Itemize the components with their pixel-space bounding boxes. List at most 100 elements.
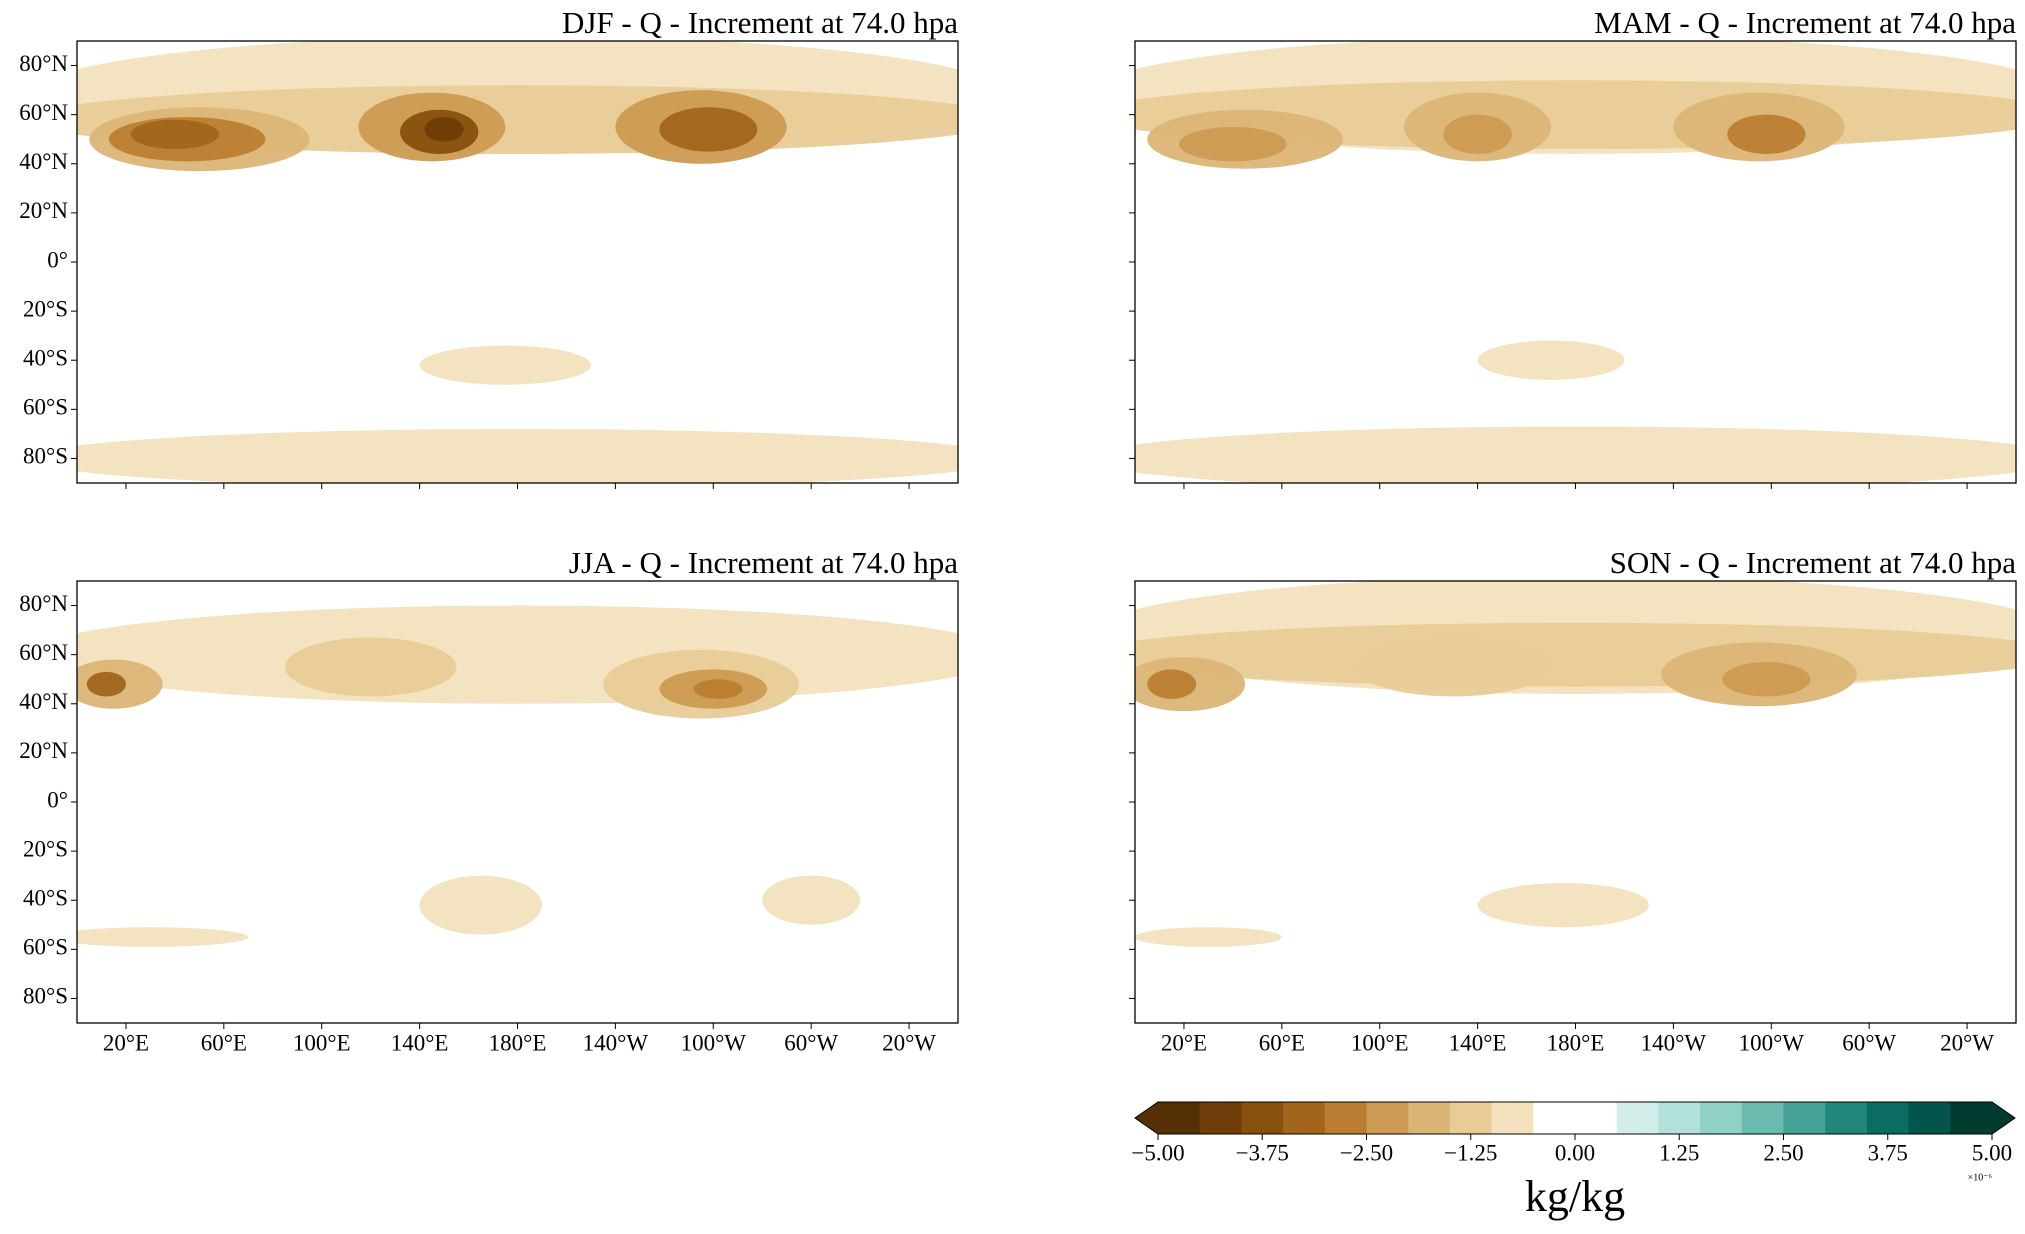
- x-tick-label: 20°E: [1161, 1030, 1207, 1055]
- panel-title: MAM - Q - Increment at 74.0 hpa: [1594, 5, 2016, 40]
- x-tick-label: 20°E: [103, 1030, 149, 1055]
- colorbar-tick-label: −5.00: [1131, 1140, 1184, 1165]
- colorbar-cell: [1741, 1102, 1784, 1134]
- colorbar-cell: [1533, 1102, 1576, 1134]
- shading: [77, 927, 249, 947]
- x-tick-label: 140°W: [1641, 1030, 1707, 1055]
- y-tick-label: 60°S: [23, 935, 68, 960]
- y-tick-label: 0°: [47, 247, 68, 272]
- shading: [1477, 883, 1649, 928]
- y-tick-label: 60°S: [23, 395, 68, 420]
- shading: [659, 107, 758, 152]
- y-tick-label: 60°N: [19, 100, 68, 125]
- panel-title: SON - Q - Increment at 74.0 hpa: [1610, 545, 2017, 580]
- colorbar-cell: [1449, 1102, 1493, 1134]
- x-tick-label: 60°E: [1259, 1030, 1305, 1055]
- colorbar-cell: [1908, 1102, 1951, 1134]
- y-tick-label: 80°N: [19, 51, 68, 76]
- y-tick-label: 40°S: [23, 346, 68, 371]
- shading: [130, 119, 219, 150]
- x-tick-label: 100°W: [681, 1030, 747, 1055]
- colorbar-tick-label: −2.50: [1340, 1140, 1393, 1165]
- colorbar-tick-label: 5.00: [1972, 1140, 2012, 1165]
- x-tick-label: 140°E: [1449, 1030, 1507, 1055]
- x-tick-label: 100°W: [1739, 1030, 1805, 1055]
- y-tick-label: 40°N: [19, 149, 68, 174]
- colorbar-cell: [1366, 1102, 1409, 1134]
- y-tick-label: 20°N: [19, 198, 68, 223]
- colorbar-cell: [1408, 1102, 1451, 1134]
- colorbar-cell: [1950, 1102, 1993, 1134]
- shading: [77, 605, 958, 704]
- colorbar-cell: [1575, 1102, 1618, 1134]
- map-field: [77, 581, 958, 1023]
- shading: [419, 345, 591, 385]
- y-tick-label: 80°N: [19, 591, 68, 616]
- y-tick-label: 20°N: [19, 738, 68, 763]
- x-tick-label: 60°W: [1842, 1030, 1896, 1055]
- colorbar-tick-label: −1.25: [1444, 1140, 1497, 1165]
- y-tick-label: 80°S: [23, 444, 68, 469]
- shading: [86, 671, 126, 697]
- x-tick-label: 180°E: [1547, 1030, 1605, 1055]
- x-tick-label: 140°E: [391, 1030, 449, 1055]
- shading: [424, 117, 464, 142]
- shading: [419, 875, 542, 935]
- x-tick-label: 140°W: [583, 1030, 649, 1055]
- y-tick-label: 40°S: [23, 886, 68, 911]
- shading: [1722, 662, 1811, 697]
- colorbar-tick-label: 3.75: [1868, 1140, 1908, 1165]
- panel-title: JJA - Q - Increment at 74.0 hpa: [569, 545, 958, 580]
- shading: [1443, 114, 1512, 154]
- x-tick-label: 100°E: [1351, 1030, 1409, 1055]
- x-tick-label: 20°W: [1940, 1030, 1994, 1055]
- panel-title: DJF - Q - Increment at 74.0 hpa: [562, 5, 958, 40]
- colorbar-cell: [1491, 1102, 1534, 1134]
- shading: [693, 679, 743, 699]
- colorbar-extend-low: [1135, 1102, 1158, 1134]
- map-field: [1135, 41, 2016, 483]
- colorbar-scale: ×10⁻⁶: [1968, 1172, 1993, 1183]
- shading: [1727, 114, 1806, 154]
- y-tick-label: 80°S: [23, 984, 68, 1009]
- shading: [1147, 669, 1197, 699]
- colorbar-extend-high: [1992, 1102, 2015, 1134]
- colorbar-tick-label: 0.00: [1555, 1140, 1595, 1165]
- colorbar-cell: [1783, 1102, 1826, 1134]
- map-field: [1135, 581, 2016, 1023]
- y-tick-label: 60°N: [19, 640, 68, 665]
- shading: [1135, 927, 1282, 947]
- colorbar-tick-label: −3.75: [1236, 1140, 1289, 1165]
- shading: [762, 875, 861, 925]
- shading: [1179, 126, 1287, 162]
- y-tick-label: 40°N: [19, 689, 68, 714]
- colorbar-cell: [1866, 1102, 1910, 1134]
- colorbar-cell: [1616, 1102, 1659, 1134]
- colorbar-cell: [1324, 1102, 1367, 1134]
- colorbar-tick-label: 1.25: [1659, 1140, 1699, 1165]
- colorbar-cell: [1283, 1102, 1326, 1134]
- x-tick-label: 100°E: [293, 1030, 351, 1055]
- colorbar-label: kg/kg: [1525, 1172, 1625, 1221]
- y-tick-label: 20°S: [23, 836, 68, 861]
- shading: [1355, 637, 1552, 697]
- y-tick-label: 0°: [47, 787, 68, 812]
- x-tick-label: 180°E: [489, 1030, 547, 1055]
- y-tick-label: 20°S: [23, 296, 68, 321]
- x-tick-label: 20°W: [882, 1030, 936, 1055]
- x-tick-label: 60°E: [201, 1030, 247, 1055]
- map-field: [77, 41, 958, 483]
- shading: [285, 637, 457, 697]
- shading: [1135, 426, 2016, 483]
- colorbar-tick-label: 2.50: [1763, 1140, 1803, 1165]
- colorbar-cell: [1241, 1102, 1284, 1134]
- colorbar-cell: [1199, 1102, 1242, 1134]
- colorbar-cell: [1658, 1102, 1701, 1134]
- colorbar-cell: [1158, 1102, 1201, 1134]
- x-tick-label: 60°W: [784, 1030, 838, 1055]
- shading: [1477, 340, 1625, 380]
- colorbar-cell: [1825, 1102, 1868, 1134]
- shading: [77, 428, 958, 483]
